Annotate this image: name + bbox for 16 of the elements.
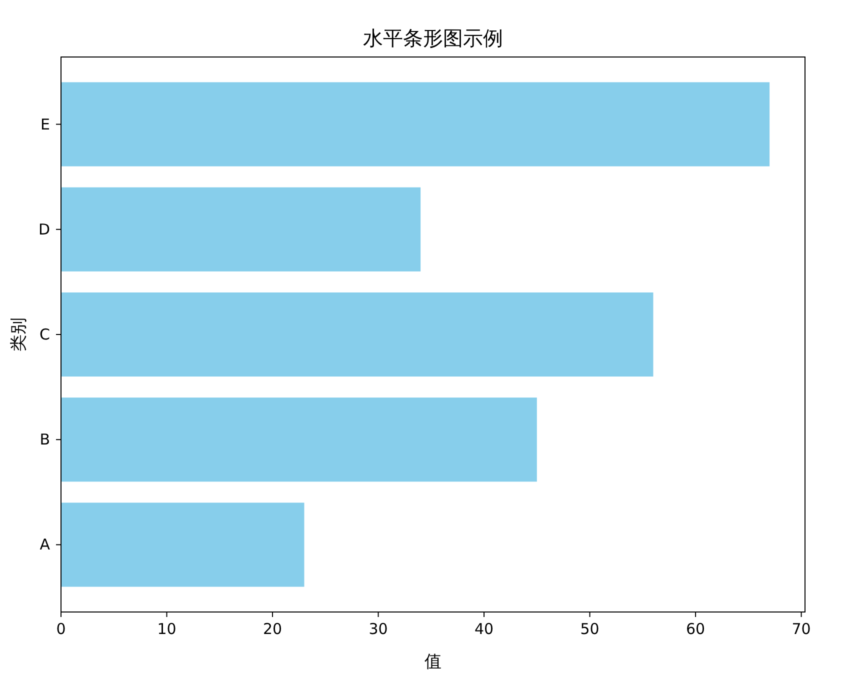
x-axis-title: 值 — [424, 652, 442, 672]
y-tick-label: B — [40, 430, 50, 449]
x-tick-label: 30 — [368, 620, 388, 638]
y-tick-label: C — [40, 326, 50, 344]
chart-title: 水平条形图示例 — [363, 26, 503, 50]
y-tick-label: E — [40, 115, 50, 134]
x-tick-label: 70 — [792, 620, 811, 638]
x-tick-label: 40 — [474, 620, 494, 638]
x-tick-label: 60 — [686, 620, 706, 638]
y-tick-label: A — [40, 536, 51, 554]
y-tick-label: D — [38, 220, 50, 238]
x-tick-label: 20 — [262, 620, 282, 638]
x-tick-label: 50 — [580, 620, 600, 638]
x-tick-label: 10 — [157, 620, 176, 638]
y-axis-title: 类别 — [9, 318, 29, 352]
x-tick-label: 0 — [56, 620, 66, 638]
